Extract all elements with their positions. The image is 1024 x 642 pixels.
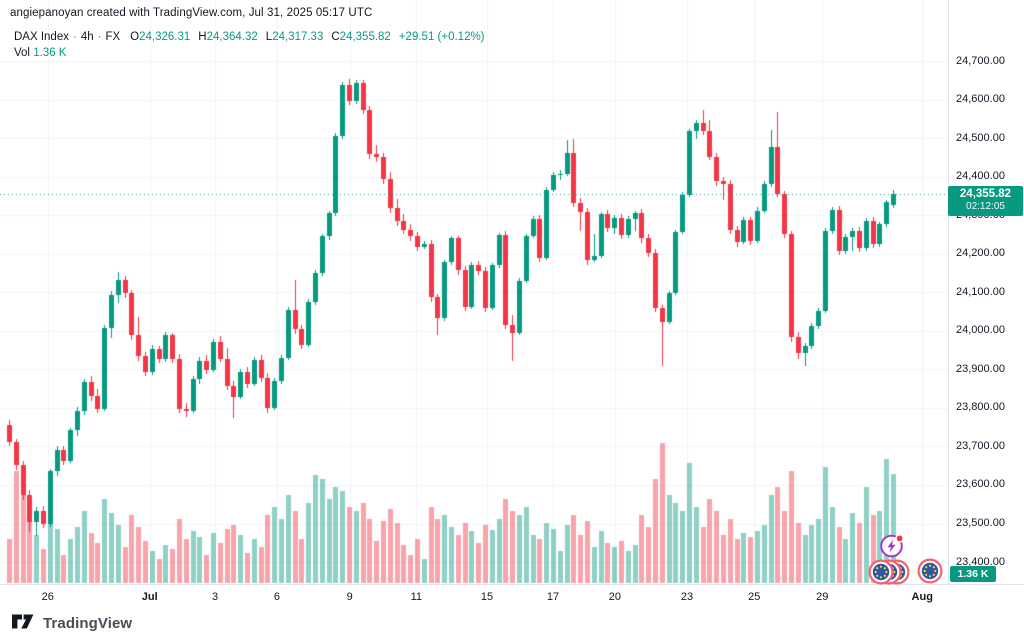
legend-volume-row: Vol 1.36 K bbox=[14, 45, 485, 61]
last-price-badge: 24,355.82 02:12:05 bbox=[948, 185, 1023, 216]
time-axis[interactable]: 26 Jul 3 6 9 11 15 17 20 23 25 29 Aug bbox=[0, 584, 1024, 611]
eu-event-coin-icon[interactable] bbox=[868, 559, 894, 590]
time-axis-label: 25 bbox=[748, 591, 761, 603]
bar-countdown: 02:12:05 bbox=[966, 200, 1005, 212]
volume-label: Vol bbox=[14, 47, 30, 59]
last-price-value: 24,355.82 bbox=[959, 187, 1012, 200]
price-axis-label: 24,100.00 bbox=[956, 285, 1005, 298]
time-axis-label: 11 bbox=[410, 591, 423, 603]
open-label: O bbox=[130, 31, 140, 43]
price-axis-label: 24,000.00 bbox=[956, 324, 1005, 337]
close-value: 24,355.82 bbox=[339, 31, 391, 43]
time-axis-label: 29 bbox=[816, 591, 829, 603]
symbol-title[interactable]: DAX Index bbox=[14, 31, 69, 43]
close-label: C bbox=[331, 31, 340, 43]
price-axis-label: 23,600.00 bbox=[956, 478, 1005, 491]
attribution-text: angiepanoyan created with TradingView.co… bbox=[10, 7, 373, 19]
time-axis-label: Jul bbox=[141, 591, 158, 603]
time-axis-label: 20 bbox=[608, 591, 621, 603]
tradingview-logo[interactable]: TradingView bbox=[12, 613, 132, 633]
price-axis-label: 24,500.00 bbox=[956, 131, 1005, 144]
interval-label[interactable]: 4h bbox=[80, 31, 94, 43]
price-axis-label: 23,500.00 bbox=[956, 517, 1005, 530]
price-axis-label: 24,700.00 bbox=[956, 54, 1005, 67]
time-axis-label: 17 bbox=[546, 591, 560, 603]
price-axis-label: 23,400.00 bbox=[956, 555, 1005, 568]
time-axis-label: 6 bbox=[273, 591, 280, 603]
time-axis-label: 3 bbox=[211, 591, 219, 603]
legend-separator: · bbox=[72, 31, 77, 43]
open-value: 24,326.31 bbox=[139, 31, 191, 43]
tradingview-logo-icon bbox=[12, 614, 34, 629]
eu-event-coin-icon[interactable] bbox=[917, 558, 943, 589]
time-axis-label: 26 bbox=[41, 591, 54, 603]
legend-separator: · bbox=[97, 31, 102, 43]
price-axis[interactable]: 24,700.00 24,600.00 24,500.00 24,400.00 24,3… bbox=[948, 0, 1024, 584]
price-axis-label: 24,200.00 bbox=[956, 247, 1005, 260]
time-axis-label: Aug bbox=[911, 591, 933, 603]
tradingview-logo-text: TradingView bbox=[43, 614, 133, 632]
change-value: +29.51 (+0.12%) bbox=[398, 31, 485, 43]
price-axis-label: 24,600.00 bbox=[956, 93, 1005, 106]
time-axis-label: 9 bbox=[346, 591, 353, 603]
symbol-legend: DAX Index · 4h · FX O24,326.31 H24,364.32 L24,3… bbox=[14, 29, 485, 61]
exchange-label: FX bbox=[105, 31, 121, 43]
high-label: H bbox=[198, 31, 207, 43]
volume-value: 1.36 K bbox=[33, 47, 67, 59]
legend-ohlc-row: DAX Index · 4h · FX O24,326.31 H24,364.32 L24,3… bbox=[14, 29, 485, 45]
low-label: L bbox=[265, 31, 273, 43]
low-value: 24,317.33 bbox=[272, 31, 324, 43]
price-axis-label: 23,800.00 bbox=[956, 401, 1005, 414]
price-axis-label: 23,900.00 bbox=[956, 362, 1005, 375]
price-axis-label: 23,700.00 bbox=[956, 439, 1005, 452]
price-axis-label: 24,400.00 bbox=[956, 170, 1005, 183]
volume-axis-badge: 1.36 K bbox=[950, 566, 996, 582]
high-value: 24,364.32 bbox=[206, 31, 258, 43]
time-axis-label: 23 bbox=[680, 591, 694, 603]
events-bolt-icon[interactable] bbox=[877, 530, 907, 565]
time-axis-label: 15 bbox=[480, 591, 494, 603]
